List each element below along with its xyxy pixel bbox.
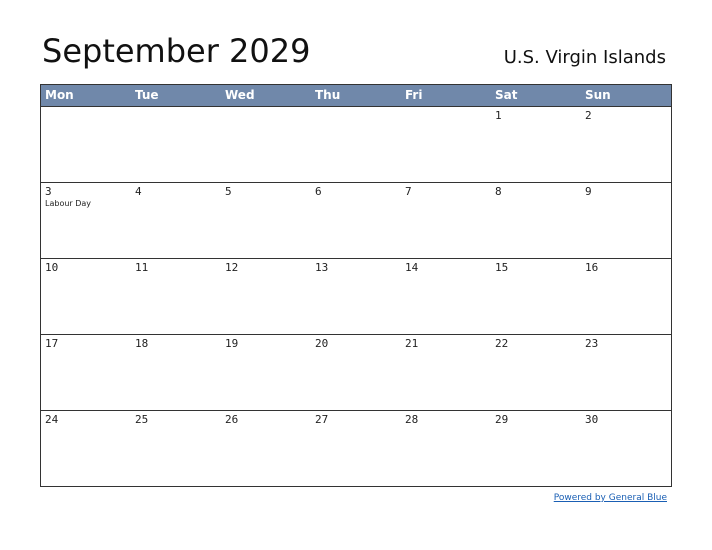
day-cell: 14 (401, 259, 491, 334)
day-cell: 13 (311, 259, 401, 334)
day-number: 4 (135, 185, 142, 198)
day-cell: 22 (491, 335, 581, 410)
day-number: 2 (585, 109, 592, 122)
day-number: 20 (315, 337, 329, 350)
weekday-header: Mon Tue Wed Thu Fri Sat Sun (41, 85, 671, 106)
calendar: Mon Tue Wed Thu Fri Sat Sun 1 2 3 Labour Day 4 5 6 7 8… (40, 84, 672, 487)
day-number: 7 (405, 185, 412, 198)
day-number: 21 (405, 337, 419, 350)
day-cell: 10 (41, 259, 131, 334)
day-number: 5 (225, 185, 232, 198)
holiday: Labour Day (45, 199, 92, 208)
day-cell: 28 (401, 411, 491, 486)
day-number: 8 (495, 185, 502, 198)
day-cell: 25 (131, 411, 221, 486)
day-number: 28 (405, 413, 419, 426)
day-cell: 21 (401, 335, 491, 410)
day-cell (131, 107, 221, 182)
day-cell: 20 (311, 335, 401, 410)
weekday: Thu (315, 88, 341, 102)
day-cell (401, 107, 491, 182)
day-cell (311, 107, 401, 182)
weekday: Tue (135, 88, 159, 102)
region: U.S. Virgin Islands (503, 47, 666, 68)
day-cell (41, 107, 131, 182)
day-number: 14 (405, 261, 419, 274)
week-row: 10 11 12 13 14 15 16 (41, 258, 671, 334)
day-number: 30 (585, 413, 599, 426)
day-number: 10 (45, 261, 59, 274)
week-row: 17 18 19 20 21 22 23 (41, 334, 671, 410)
day-number: 23 (585, 337, 599, 350)
day-cell: 29 (491, 411, 581, 486)
day-cell: 7 (401, 183, 491, 258)
day-number: 9 (585, 185, 592, 198)
day-number: 13 (315, 261, 329, 274)
day-cell (221, 107, 311, 182)
day-number: 29 (495, 413, 509, 426)
day-number: 22 (495, 337, 509, 350)
day-cell: 5 (221, 183, 311, 258)
weekday: Sun (585, 88, 611, 102)
weekday: Mon (45, 88, 74, 102)
day-number: 6 (315, 185, 322, 198)
day-number: 15 (495, 261, 509, 274)
day-number: 24 (45, 413, 59, 426)
footer-link[interactable]: Powered by General Blue (553, 493, 667, 503)
day-cell: 16 (581, 259, 671, 334)
day-cell: 23 (581, 335, 671, 410)
day-cell: 9 (581, 183, 671, 258)
day-number: 18 (135, 337, 149, 350)
day-cell: 11 (131, 259, 221, 334)
day-cell: 17 (41, 335, 131, 410)
day-cell: 18 (131, 335, 221, 410)
day-number: 3 (45, 185, 52, 198)
weekday: Wed (225, 88, 255, 102)
day-number: 19 (225, 337, 239, 350)
day-cell: 3 Labour Day (41, 183, 131, 258)
weekday: Fri (405, 88, 423, 102)
day-number: 12 (225, 261, 239, 274)
day-cell: 6 (311, 183, 401, 258)
day-cell: 30 (581, 411, 671, 486)
day-cell: 2 (581, 107, 671, 182)
day-cell: 26 (221, 411, 311, 486)
day-cell: 8 (491, 183, 581, 258)
day-number: 11 (135, 261, 149, 274)
day-number: 26 (225, 413, 239, 426)
day-cell: 24 (41, 411, 131, 486)
day-number: 17 (45, 337, 59, 350)
day-cell: 4 (131, 183, 221, 258)
day-cell: 1 (491, 107, 581, 182)
week-row: 3 Labour Day 4 5 6 7 8 9 (41, 182, 671, 258)
day-number: 27 (315, 413, 329, 426)
title: September 2029 (42, 32, 311, 70)
day-cell: 27 (311, 411, 401, 486)
week-row: 24 25 26 27 28 29 30 (41, 410, 671, 486)
day-cell: 12 (221, 259, 311, 334)
day-cell: 19 (221, 335, 311, 410)
day-number: 25 (135, 413, 149, 426)
day-number: 1 (495, 109, 502, 122)
day-number: 16 (585, 261, 599, 274)
day-cell: 15 (491, 259, 581, 334)
weekday: Sat (495, 88, 518, 102)
